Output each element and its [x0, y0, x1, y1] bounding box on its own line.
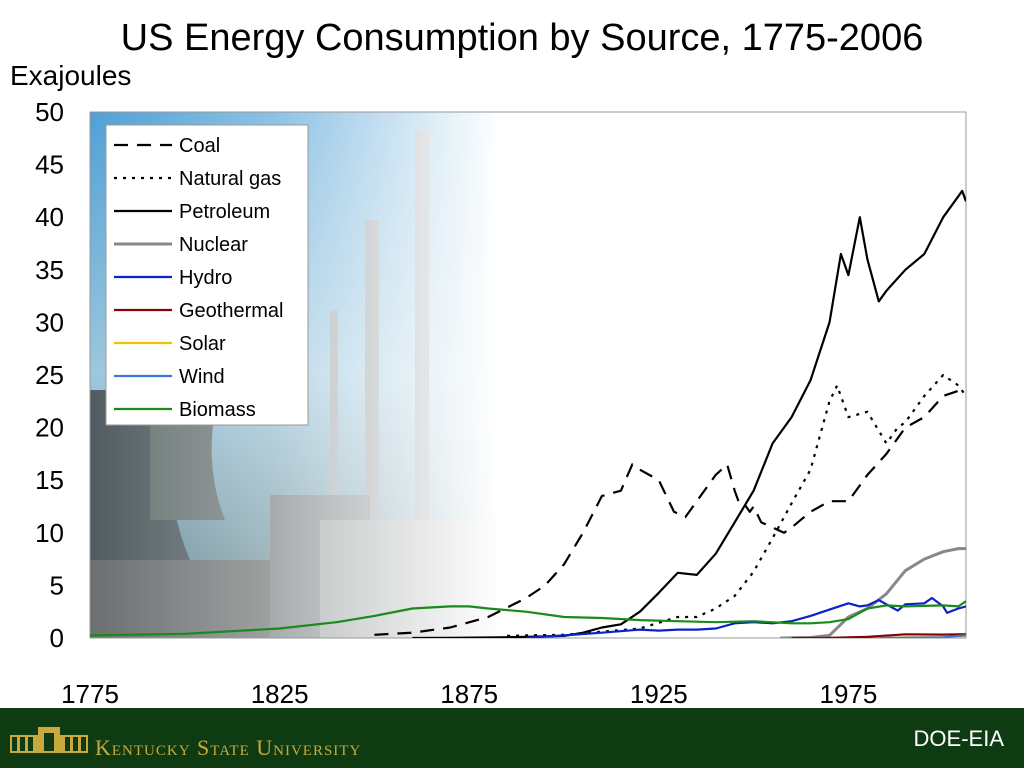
legend-label: Coal [179, 135, 220, 157]
university-name: Kentucky State University [95, 735, 362, 760]
legend-label: Natural gas [179, 168, 281, 190]
legend-label: Nuclear [179, 234, 248, 256]
series-line-geothermal [791, 633, 966, 638]
y-tick-label: 35 [35, 255, 64, 285]
data-source-label: DOE-EIA [913, 726, 1004, 751]
legend-label: Solar [179, 333, 226, 355]
x-tick-label: 1875 [440, 679, 498, 705]
chart-title: US Energy Consumption by Source, 1775-20… [120, 17, 924, 59]
x-tick-label: 1775 [61, 679, 119, 705]
legend-label: Wind [179, 366, 225, 388]
legend: Coal Natural gas Petroleum Nuclear Hydro Geot… [105, 124, 309, 426]
series-line-biomass [90, 600, 966, 637]
energy-line-chart: 0 5 10 15 20 25 30 35 40 45 50 1775 1825 1875 1925 197… [35, 97, 967, 705]
university-seal-icon [10, 727, 88, 753]
y-axis-unit-label: Exajoules [10, 60, 132, 91]
series-lines [90, 189, 966, 638]
y-tick-label: 10 [35, 518, 64, 548]
y-tick-label: 5 [50, 570, 64, 600]
y-tick-label: 25 [35, 360, 64, 390]
x-axis: 1775 1825 1875 1925 1975 [61, 679, 877, 705]
y-tick-label: 20 [35, 413, 64, 443]
x-tick-label: 1925 [630, 679, 688, 705]
x-tick-label: 1825 [251, 679, 309, 705]
series-line-wind [878, 634, 966, 638]
y-tick-label: 40 [35, 202, 64, 232]
y-tick-label: 15 [35, 465, 64, 495]
y-tick-label: 50 [35, 97, 64, 127]
legend-label: Hydro [179, 267, 232, 289]
y-tick-label: 0 [50, 623, 64, 653]
legend-label: Biomass [179, 399, 256, 421]
footer-bar: Kentucky State University DOE-EIA [0, 708, 1024, 768]
series-line-nuclear [780, 547, 966, 638]
legend-label: Petroleum [179, 201, 270, 223]
y-tick-label: 45 [35, 150, 64, 180]
series-line-natural-gas [507, 373, 966, 637]
legend-label: Geothermal [179, 300, 284, 322]
series-line-petroleum [412, 189, 966, 638]
y-tick-label: 30 [35, 307, 64, 337]
y-axis: 0 5 10 15 20 25 30 35 40 45 50 [35, 97, 64, 653]
x-tick-label: 1975 [820, 679, 878, 705]
series-line-coal [374, 389, 966, 636]
series-line-hydro [526, 596, 966, 638]
